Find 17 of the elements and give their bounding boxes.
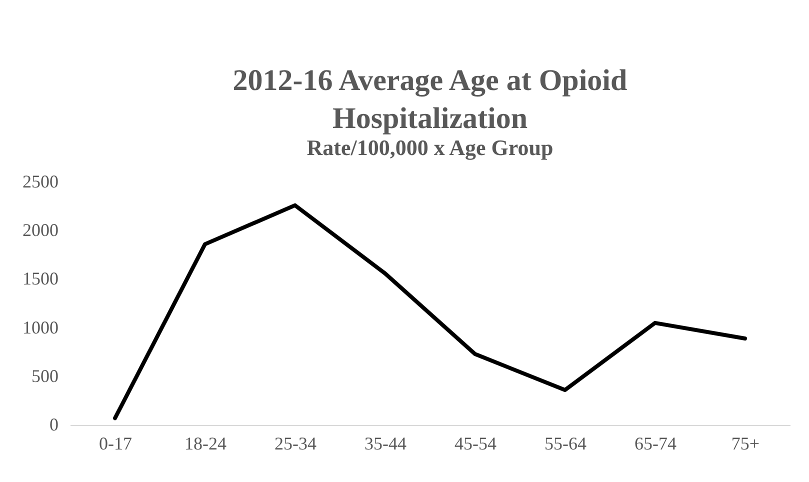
x-tick-label: 25-34 — [274, 434, 316, 454]
y-tick-label: 0 — [50, 414, 58, 434]
y-tick-label: 2000 — [22, 220, 58, 240]
x-tick-label: 45-54 — [454, 434, 496, 454]
chart-subtitle: Rate/100,000 x Age Group — [306, 135, 554, 160]
x-tick-label: 0-17 — [99, 434, 132, 454]
chart-title: 2012-16 Average Age at Opioid Hospitalization — [232, 64, 628, 135]
x-tick-label: 55-64 — [544, 434, 586, 454]
y-tick-label: 1500 — [22, 268, 58, 289]
line-series — [113, 203, 747, 420]
x-tick-label: 75+ — [731, 434, 760, 454]
y-tick-label: 1000 — [22, 317, 58, 338]
y-tick-label: 500 — [32, 366, 58, 386]
y-tick-label: 2500 — [22, 172, 58, 192]
x-tick-label: 65-74 — [634, 434, 676, 454]
x-tick-label: 35-44 — [364, 434, 406, 454]
x-tick-label: 18-24 — [184, 434, 226, 454]
